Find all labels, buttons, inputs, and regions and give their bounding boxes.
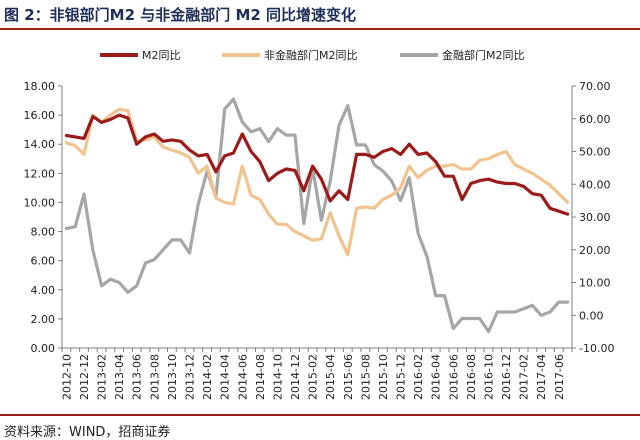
x-tick-label: 2017-06 bbox=[553, 354, 566, 400]
y-right-tick-label: 50.00 bbox=[579, 146, 611, 159]
x-tick-label: 2013-04 bbox=[113, 354, 126, 400]
legend: M2同比 非金融部门M2同比 金融部门M2同比 bbox=[100, 48, 525, 62]
series-lines bbox=[64, 97, 570, 334]
x-tick-label: 2015-12 bbox=[395, 354, 408, 400]
x-tick-label: 2014-06 bbox=[236, 354, 249, 400]
y-right-tick-label: -10.00 bbox=[579, 342, 614, 355]
y-left-tick-label: 4.00 bbox=[31, 284, 56, 297]
y-left-tick-label: 2.00 bbox=[31, 313, 56, 326]
x-tick-label: 2012-10 bbox=[60, 354, 73, 400]
y-right-tick-label: 0.00 bbox=[579, 309, 604, 322]
y-left-tick-label: 0.00 bbox=[31, 342, 56, 355]
x-tick-label: 2014-10 bbox=[271, 354, 284, 400]
legend-label-nonfin: 非金融部门M2同比 bbox=[264, 48, 358, 62]
x-tick-label: 2014-08 bbox=[254, 354, 267, 400]
y-left-tick-label: 16.00 bbox=[24, 109, 56, 122]
x-tick-label: 2013-12 bbox=[184, 354, 197, 400]
x-tick-label: 2013-08 bbox=[148, 354, 161, 400]
y-right-tick-label: 20.00 bbox=[579, 244, 611, 257]
x-tick-label: 2016-04 bbox=[430, 354, 443, 400]
y-right-tick-label: 60.00 bbox=[579, 113, 611, 126]
x-tick-label: 2015-10 bbox=[377, 354, 390, 400]
y-right-tick-label: 40.00 bbox=[579, 178, 611, 191]
y-left-tick-label: 18.00 bbox=[24, 80, 56, 93]
y-left-tick-label: 6.00 bbox=[31, 255, 56, 268]
x-tick-label: 2014-12 bbox=[289, 354, 302, 400]
x-tick-label: 2016-02 bbox=[412, 354, 425, 400]
x-tick-label: 2016-10 bbox=[482, 354, 495, 400]
y-right-tick-label: 70.00 bbox=[579, 80, 611, 93]
series-line-m2 bbox=[64, 113, 570, 216]
y-right-tick-label: 10.00 bbox=[579, 277, 611, 290]
x-tick-label: 2013-02 bbox=[96, 354, 109, 400]
axes: 0.00 2.00 4.00 6.00 8.00 10.00 12.00 14.00 16.00… bbox=[24, 80, 615, 400]
x-tick-label: 2014-02 bbox=[201, 354, 214, 400]
title-rule bbox=[0, 28, 640, 30]
figure-source: 资料来源：WIND，招商证券 bbox=[4, 425, 171, 440]
x-tick-label: 2013-10 bbox=[166, 354, 179, 400]
x-tick-label: 2015-08 bbox=[359, 354, 372, 400]
source-rule bbox=[0, 414, 640, 416]
x-tick-label: 2016-12 bbox=[500, 354, 513, 400]
y-left-tick-label: 10.00 bbox=[24, 196, 56, 209]
x-tick-label: 2016-06 bbox=[447, 354, 460, 400]
x-tick-label: 2017-02 bbox=[518, 354, 531, 400]
series-line-fin bbox=[64, 97, 570, 334]
y-right-tick-label: 30.00 bbox=[579, 211, 611, 224]
figure-title: 图 2：非银部门M2 与非金融部门 M2 同比增速变化 bbox=[4, 6, 357, 24]
legend-label-m2: M2同比 bbox=[142, 49, 181, 62]
x-tick-label: 2014-04 bbox=[219, 354, 232, 400]
x-tick-label: 2016-08 bbox=[465, 354, 478, 400]
y-left-tick-label: 14.00 bbox=[24, 138, 56, 151]
x-tick-label: 2015-02 bbox=[307, 354, 320, 400]
x-tick-label: 2015-04 bbox=[324, 354, 337, 400]
series-line-nonfin bbox=[64, 107, 570, 257]
x-tick-label: 2015-06 bbox=[342, 354, 355, 400]
x-tick-label: 2012-12 bbox=[78, 354, 91, 400]
legend-label-fin: 金融部门M2同比 bbox=[442, 48, 525, 62]
y-left-tick-label: 12.00 bbox=[24, 167, 56, 180]
x-tick-label: 2013-06 bbox=[131, 354, 144, 400]
y-left-tick-label: 8.00 bbox=[31, 226, 56, 239]
x-tick-label: 2017-04 bbox=[535, 354, 548, 400]
